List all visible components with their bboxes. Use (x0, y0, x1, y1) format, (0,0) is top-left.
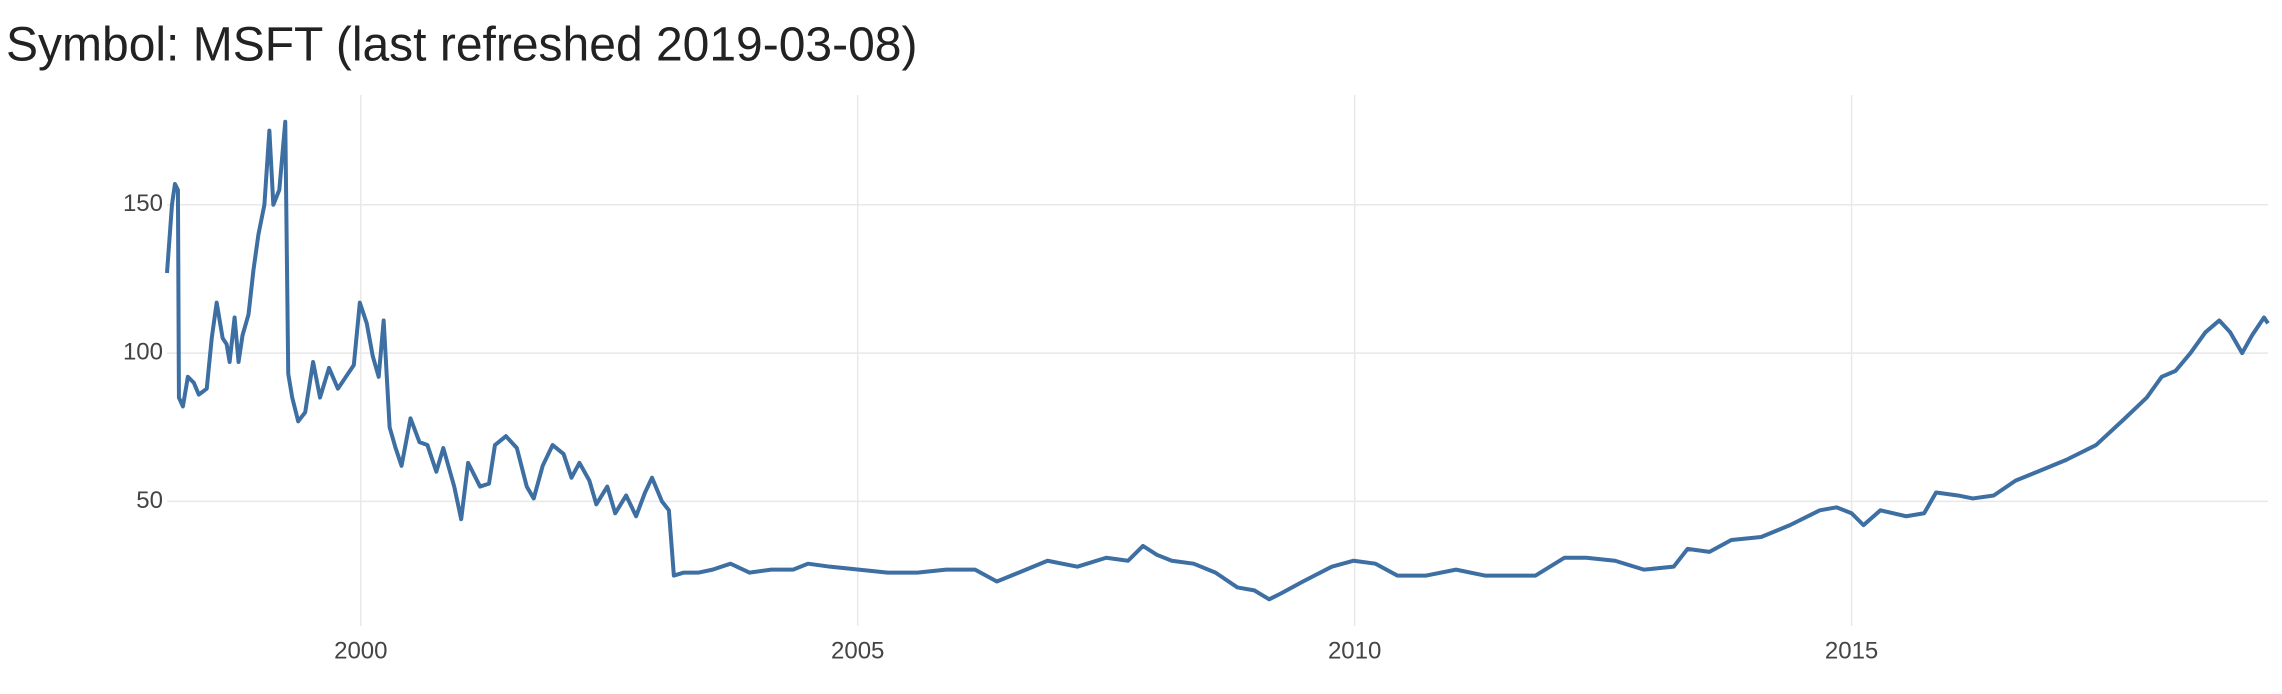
x-tick-label: 2015 (1825, 637, 1878, 664)
y-tick-label: 100 (123, 338, 163, 365)
x-tick-label: 2000 (334, 637, 387, 664)
x-tick-label: 2010 (1328, 637, 1381, 664)
x-tick-label: 2005 (831, 637, 884, 664)
chart-title: Symbol: MSFT (last refreshed 2019-03-08) (6, 19, 917, 72)
y-tick-label: 50 (136, 487, 163, 514)
price-line (165, 119, 2270, 602)
y-tick-label: 150 (123, 190, 163, 217)
